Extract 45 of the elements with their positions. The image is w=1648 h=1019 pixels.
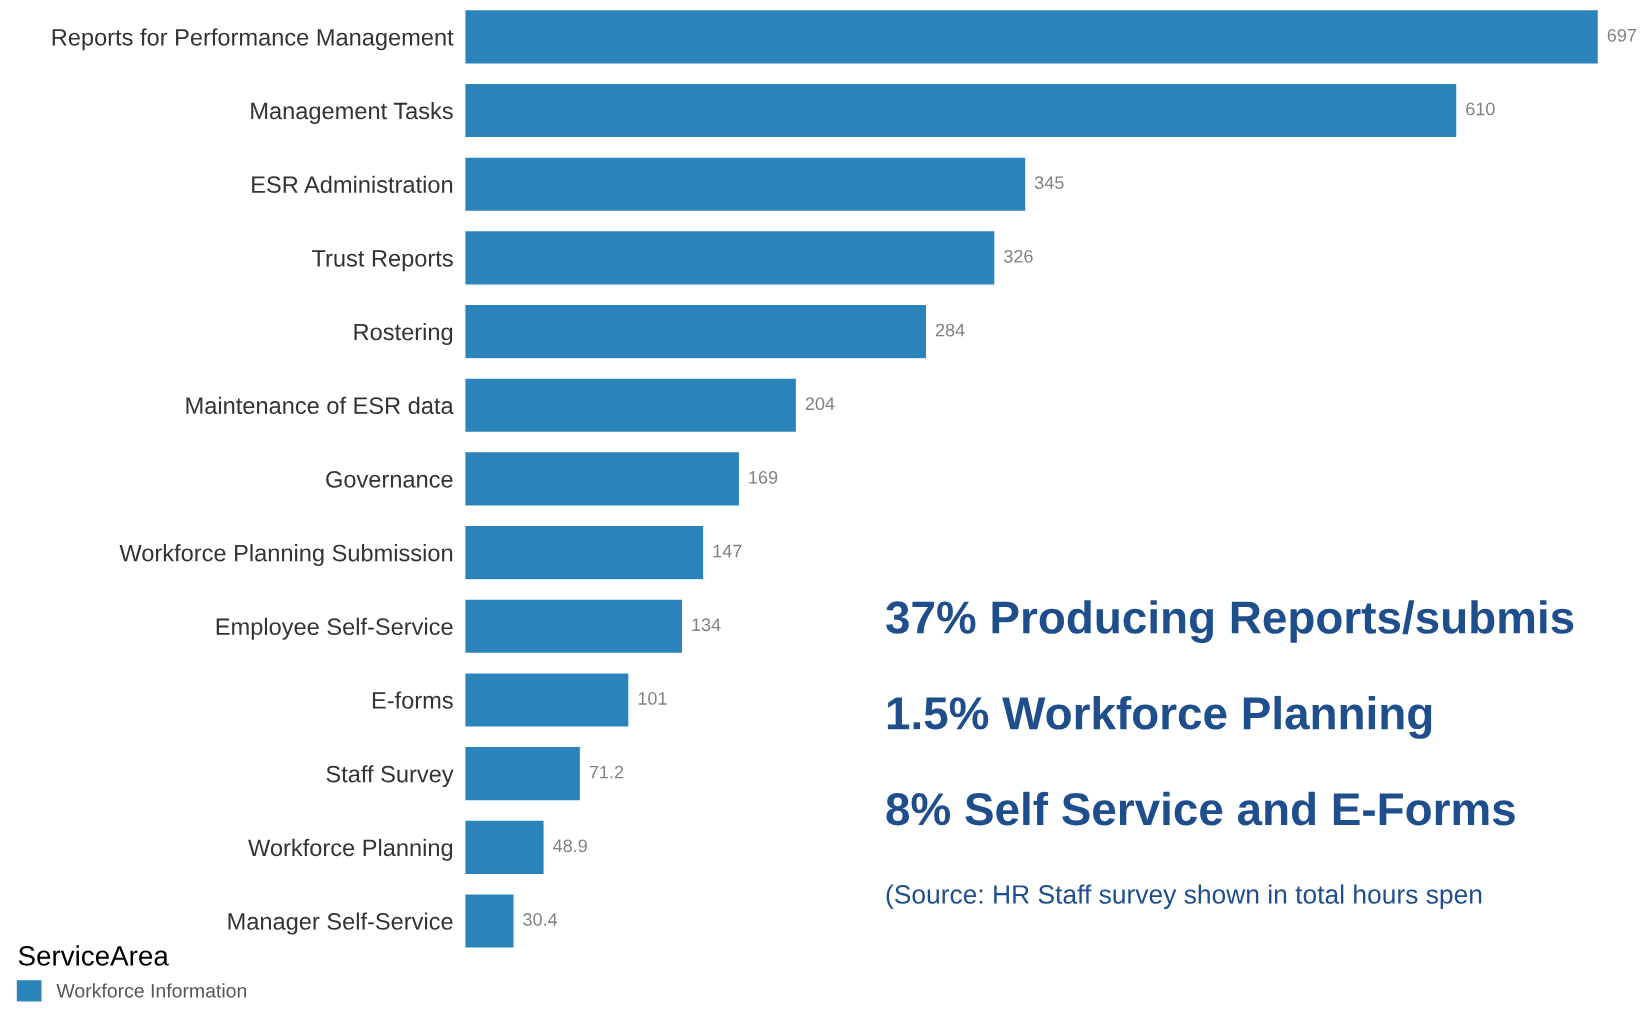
- annotation: 37% Producing Reports/submis: [886, 600, 1574, 644]
- data-label: 48.9: [553, 839, 587, 853]
- legend-title: ServiceArea: [18, 945, 169, 966]
- y-tick-label: Employee Self-Service: [216, 617, 453, 640]
- y-tick-label: Reports for Performance Management: [52, 28, 454, 51]
- y-tick-label: E-forms: [372, 691, 453, 709]
- data-label: 169: [749, 470, 778, 484]
- data-label: 71.2: [589, 765, 624, 779]
- legend-label: Workforce Information: [56, 983, 247, 998]
- y-tick-label: Manager Self-Service: [228, 912, 453, 935]
- annotation: 8% Self Service and E-Forms: [886, 791, 1515, 826]
- y-tick-label: Management Tasks: [251, 101, 453, 124]
- bar: [464, 893, 515, 949]
- bar: [464, 82, 1458, 139]
- data-label: 101: [638, 692, 667, 705]
- data-label: 30.4: [523, 913, 558, 926]
- data-label: 326: [1004, 249, 1033, 263]
- bar: [464, 303, 928, 360]
- bar: [464, 672, 630, 728]
- data-label: 134: [692, 618, 721, 632]
- y-tick-label: Workforce Planning Submission: [119, 544, 453, 567]
- bar: [464, 8, 1600, 65]
- bar: [464, 524, 705, 581]
- bar: [464, 377, 798, 434]
- bar: [464, 450, 741, 507]
- y-tick-label: Workforce Planning: [248, 838, 453, 861]
- bar: [464, 598, 684, 655]
- data-label: 204: [805, 397, 835, 411]
- bar: [464, 156, 1027, 213]
- data-label: 610: [1466, 102, 1495, 116]
- annotation: 1.5% Workforce Planning: [887, 695, 1432, 739]
- y-tick-label: Maintenance of ESR data: [186, 396, 454, 415]
- bar: [464, 819, 545, 876]
- annotation: (Source: HR Staff survey shown in total hours spen: [886, 884, 1482, 910]
- data-label: 147: [713, 544, 742, 558]
- y-tick-label: Staff Survey: [326, 765, 454, 788]
- data-label: 345: [1034, 176, 1064, 190]
- bar: [464, 229, 996, 286]
- bar: [464, 745, 582, 802]
- y-tick-label: Rostering: [354, 323, 453, 346]
- data-label: 697: [1607, 28, 1637, 42]
- y-tick-label: Trust Reports: [312, 250, 453, 272]
- data-label: 284: [935, 323, 965, 337]
- y-tick-label: ESR Administration: [252, 175, 453, 193]
- y-tick-label: Governance: [326, 471, 453, 488]
